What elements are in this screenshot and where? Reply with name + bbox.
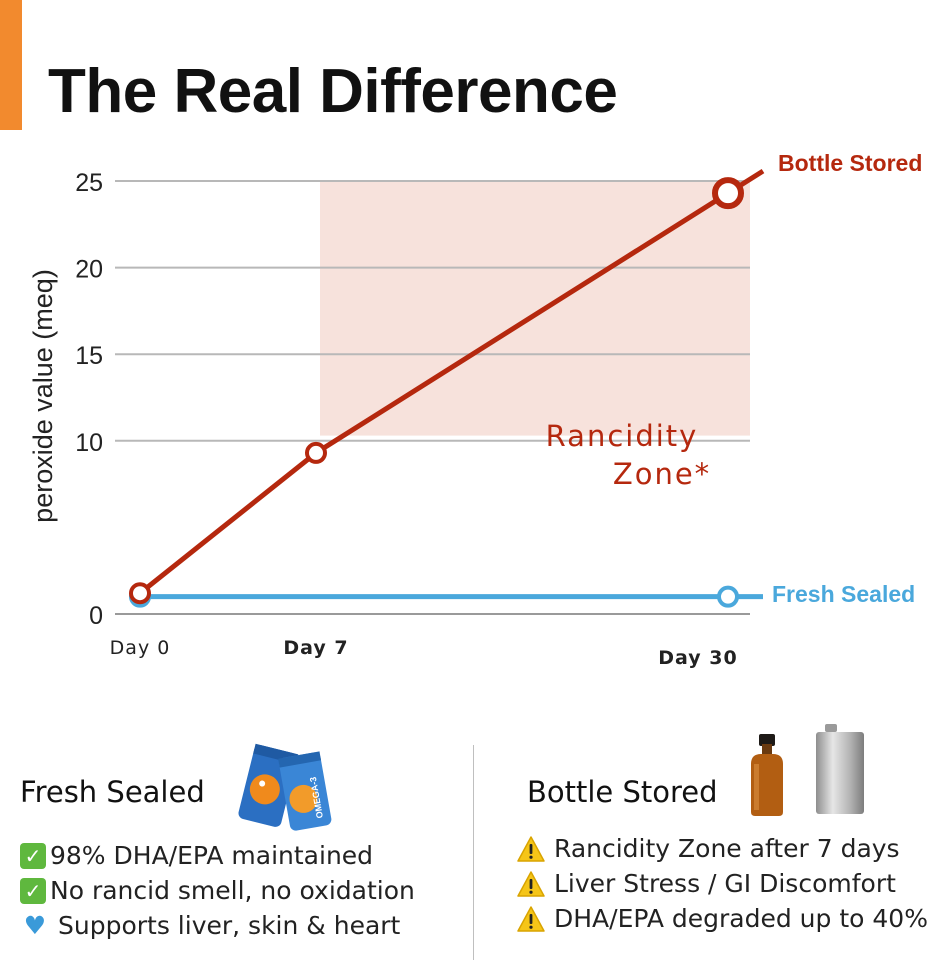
list-item-text: Liver Stress / GI Discomfort xyxy=(554,869,896,898)
list-item: ✓ No rancid smell, no oxidation xyxy=(20,873,415,908)
warning-icon xyxy=(516,835,546,863)
data-point xyxy=(305,441,327,464)
gridlines xyxy=(115,180,750,615)
omega3-pouch-icon: OMEGA-3 xyxy=(238,740,338,839)
list-item: ♥ Supports liver, skin & heart xyxy=(20,908,415,943)
page-title: The Real Difference xyxy=(48,57,618,126)
y-tick-label: 15 xyxy=(75,342,103,370)
list-item-text: Rancidity Zone after 7 days xyxy=(554,834,900,863)
rancidity-zone-label-line2: Zone* xyxy=(613,457,711,491)
data-point xyxy=(717,585,739,608)
legend-bottle-stored: Bottle Stored xyxy=(778,150,922,176)
y-tick-label: 10 xyxy=(75,429,103,457)
y-axis-label: peroxide value (meq) xyxy=(28,269,58,523)
x-tick-label: Day 30 xyxy=(658,647,737,669)
list-item-text: No rancid smell, no oxidation xyxy=(50,876,415,905)
y-tick-label: 20 xyxy=(75,256,103,284)
tin-can-icon xyxy=(812,722,868,821)
list-item-text: DHA/EPA degraded up to 40% xyxy=(554,904,928,933)
series-layer xyxy=(129,168,765,608)
bottle-icon xyxy=(745,724,870,823)
peroxide-line-chart: 0 10 15 20 25 peroxide value (meq) Rancidity… xyxy=(28,150,922,669)
y-tick-label: 25 xyxy=(75,169,103,197)
fresh-benefits-list: ✓ 98% DHA/EPA maintained ✓ No rancid smell… xyxy=(20,838,415,943)
bottle-stored-title: Bottle Stored xyxy=(527,775,718,809)
y-tick-label: 0 xyxy=(89,602,103,630)
bottle-risks-list: Rancidity Zone after 7 days Liver Stress… xyxy=(516,831,928,936)
data-point xyxy=(712,177,744,210)
check-icon: ✓ xyxy=(20,877,46,904)
list-item-text: Supports liver, skin & heart xyxy=(58,911,401,940)
accent-bar xyxy=(0,0,22,130)
heart-icon: ♥ xyxy=(23,911,47,940)
y-axis-ticks: 0 10 15 20 25 xyxy=(75,169,103,630)
legend-fresh-sealed: Fresh Sealed xyxy=(772,581,915,607)
list-item: DHA/EPA degraded up to 40% xyxy=(516,901,928,936)
list-item: Rancidity Zone after 7 days xyxy=(516,831,928,866)
list-item: Liver Stress / GI Discomfort xyxy=(516,866,928,901)
rancidity-zone-label-line1: Rancidity xyxy=(546,419,699,453)
list-item: ✓ 98% DHA/EPA maintained xyxy=(20,838,415,873)
data-point xyxy=(129,582,151,605)
x-axis-labels: Day 0 Day 7 Day 30 xyxy=(110,637,737,669)
x-tick-label: Day 7 xyxy=(283,637,348,659)
warning-icon xyxy=(516,905,546,933)
fresh-sealed-title: Fresh Sealed xyxy=(20,775,205,809)
warning-icon xyxy=(516,870,546,898)
panel-divider xyxy=(473,745,474,960)
series-line xyxy=(138,168,765,596)
list-item-text: 98% DHA/EPA maintained xyxy=(50,841,374,870)
check-icon: ✓ xyxy=(20,842,46,869)
x-tick-label: Day 0 xyxy=(110,637,171,659)
